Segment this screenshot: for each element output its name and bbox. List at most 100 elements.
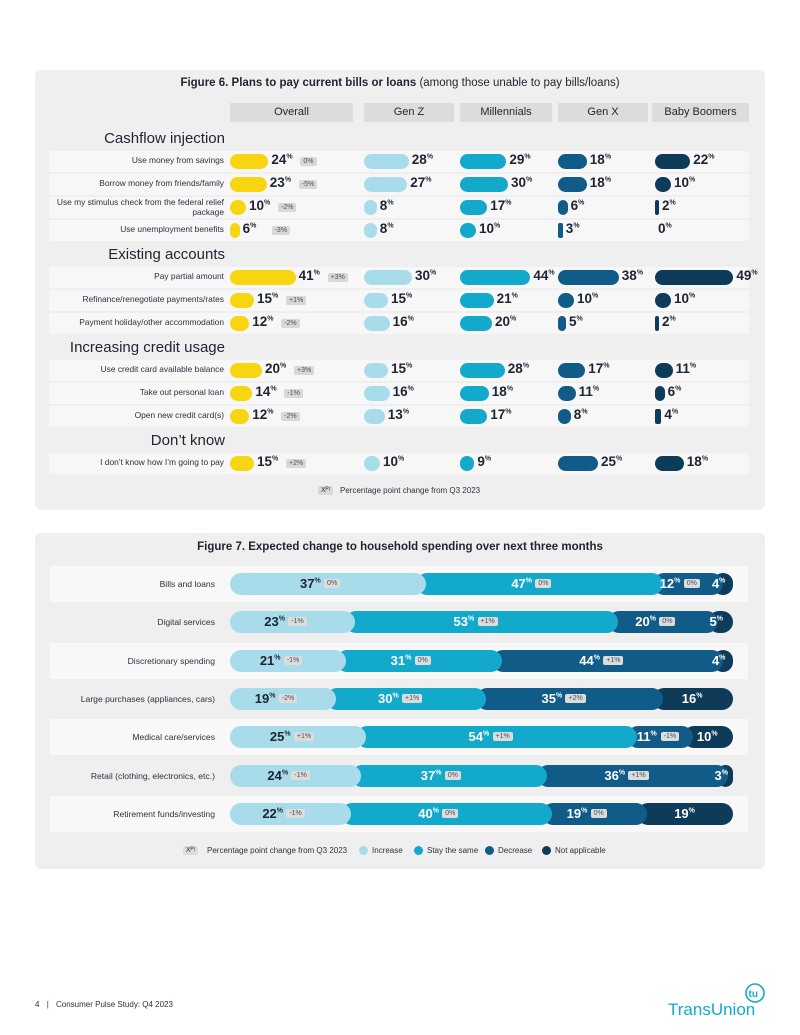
legend-item-increase: Increase	[359, 846, 403, 856]
change-badge: +2%	[286, 459, 307, 468]
legend-item-decrease: Decrease	[485, 846, 532, 856]
data-label: 47%	[511, 576, 533, 591]
data-label: 10%	[479, 221, 501, 236]
data-label: 37%	[420, 767, 442, 783]
bar-overall	[230, 223, 240, 238]
bar-gen-z	[364, 456, 380, 471]
bar-millennials	[460, 154, 507, 169]
bar-baby-boomers	[655, 456, 684, 471]
data-label: 41%	[298, 268, 320, 283]
change-badge: -1%	[284, 389, 303, 398]
change-badge: 0%	[590, 808, 607, 818]
data-label: 31%	[390, 652, 412, 668]
data-label: 53%	[453, 614, 475, 630]
row-band	[49, 220, 749, 241]
change-badge: +1%	[628, 770, 649, 780]
bar-millennials	[460, 316, 492, 331]
row-label: Use my stimulus check from the federal r…	[56, 197, 224, 217]
bar-overall	[230, 293, 254, 308]
change-badge: -1%	[288, 617, 307, 627]
data-label: 19%	[674, 805, 695, 821]
change-badge: 0%	[444, 770, 461, 780]
data-label: 4%	[711, 652, 726, 668]
data-label: 11%	[675, 361, 697, 376]
data-label: 11%	[636, 729, 657, 745]
change-badge: +1%	[603, 655, 624, 665]
column-header-millennials: Millennials	[460, 103, 552, 122]
bar-overall	[230, 177, 267, 192]
data-label: 12%	[252, 407, 274, 422]
data-label: 4%	[664, 407, 679, 422]
row-label: I don’t know how I’m going to pay	[100, 457, 224, 467]
change-badge: 0%	[300, 157, 317, 166]
data-label: 3%	[714, 767, 728, 783]
data-label: 16%	[681, 690, 703, 706]
svg-text:tu: tu	[749, 989, 758, 1000]
section-title: Existing accounts	[108, 246, 225, 263]
change-badge: -1%	[286, 808, 305, 818]
bar-gen-x	[558, 200, 568, 215]
data-label: 15%	[257, 291, 279, 306]
figure-7-title: Figure 7. Expected change to household s…	[197, 541, 603, 553]
data-label: 5%	[709, 614, 724, 630]
change-badge: 0%	[535, 579, 552, 588]
row-label: Take out personal loan	[139, 387, 224, 397]
segment-not-applicable	[682, 726, 733, 749]
bar-overall	[230, 270, 296, 285]
legend-label: Not applicable	[555, 846, 606, 855]
data-label: 15%	[257, 454, 279, 469]
legend-swatch	[542, 846, 551, 856]
bar-baby-boomers	[655, 200, 659, 215]
bar-baby-boomers	[655, 363, 673, 378]
data-label: 19%	[254, 690, 276, 706]
row-label: Borrow money from friends/family	[99, 178, 224, 188]
change-legend-label: Percentage point change from Q3 2023	[207, 846, 348, 855]
data-label: 2%	[662, 198, 676, 213]
bar-baby-boomers	[655, 154, 691, 169]
data-label: 23%	[264, 614, 285, 630]
data-label: 14%	[255, 384, 277, 399]
bar-baby-boomers	[655, 316, 659, 331]
change-badge: 0%	[683, 579, 700, 588]
data-label: 24%	[271, 152, 293, 167]
data-label: 10%	[577, 291, 599, 306]
data-label: 13%	[387, 407, 410, 422]
change-badge: 0%	[659, 617, 676, 627]
bar-overall	[230, 409, 250, 424]
data-label: 18%	[589, 152, 612, 167]
data-label: 6%	[570, 198, 585, 213]
bar-gen-x	[558, 177, 587, 192]
bar-baby-boomers	[655, 177, 671, 192]
change-badge: -2%	[278, 693, 298, 703]
change-legend-swatch: Xᴾᵗ	[183, 846, 199, 855]
change-badge: +2%	[565, 693, 586, 703]
legend-swatch	[414, 846, 423, 856]
data-label: 12%	[659, 576, 681, 591]
change-badge: +3%	[327, 273, 348, 282]
data-label: 10%	[674, 291, 696, 306]
data-label: 22%	[693, 152, 715, 167]
row-label: Use credit card available balance	[100, 364, 224, 374]
data-label: 28%	[507, 361, 530, 376]
page-number: 4	[35, 1000, 40, 1009]
row-label: Refinance/renegotiate payments/rates	[82, 294, 224, 304]
data-label: 12%	[252, 314, 274, 329]
bar-millennials	[460, 456, 475, 471]
page-footer: 4 | Consumer Pulse Study: Q4 2023	[35, 1000, 173, 1009]
figure-6-title: Figure 6. Plans to pay current bills or …	[180, 77, 620, 89]
bar-baby-boomers	[655, 409, 662, 424]
data-label: 10%	[674, 175, 696, 190]
bar-gen-x	[558, 316, 566, 331]
bar-gen-z	[364, 154, 409, 169]
legend-item-stay-the-same: Stay the same	[414, 846, 478, 856]
data-label: 18%	[686, 454, 709, 469]
data-label: 25%	[601, 454, 623, 469]
change-legend-label: Percentage point change from Q3 2023	[340, 486, 481, 495]
bar-overall	[230, 456, 254, 471]
change-badge: +1%	[286, 296, 307, 305]
change-legend-swatch: Xᴾᵗ	[318, 486, 334, 495]
data-label: 27%	[410, 175, 432, 190]
row-label: Payment holiday/other accommodation	[79, 317, 224, 327]
data-label: 8%	[573, 407, 588, 422]
data-label: 20%	[265, 361, 287, 376]
